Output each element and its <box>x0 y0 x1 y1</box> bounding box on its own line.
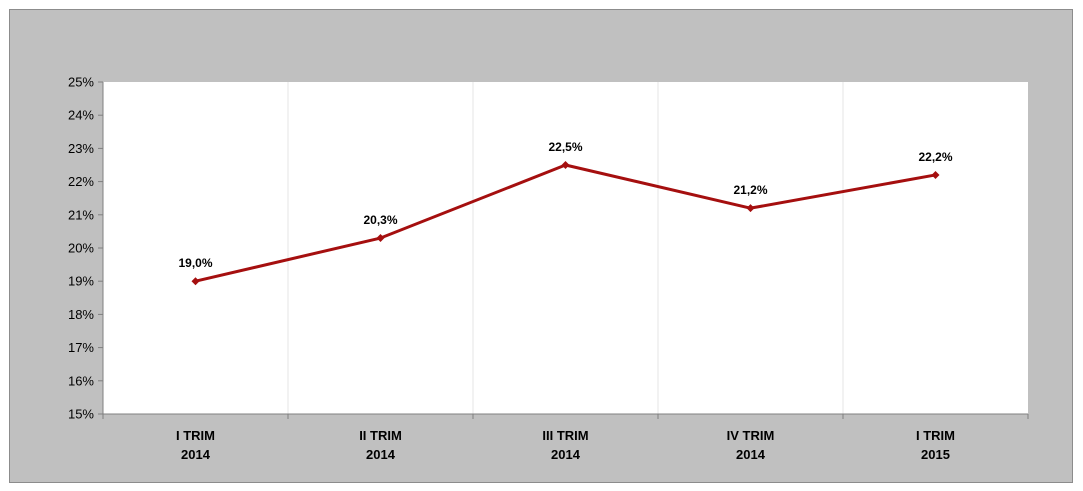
data-label: 22,2% <box>918 150 952 164</box>
y-tick-label: 18% <box>68 307 94 322</box>
x-category-label-line: IV TRIM <box>727 428 775 443</box>
data-label: 22,5% <box>548 140 582 154</box>
data-point-marker <box>561 161 570 169</box>
x-category-label-line: 2014 <box>551 447 581 462</box>
x-category-label: I TRIM 2014 <box>176 428 215 462</box>
x-category-label-line: I TRIM <box>176 428 215 443</box>
y-tick-label: 25% <box>68 75 94 90</box>
series-group <box>191 161 940 286</box>
x-category-label-line: 2015 <box>921 447 950 462</box>
x-category-label: I TRIM 2015 <box>916 428 955 462</box>
x-category-label-line: II TRIM <box>359 428 402 443</box>
data-point-marker <box>746 204 755 213</box>
y-tick-label: 19% <box>68 274 94 289</box>
x-category-label: II TRIM 2014 <box>359 428 402 462</box>
x-category-label-line: 2014 <box>736 447 766 462</box>
y-axis-tick-labels: 15% 16% 17% 18% 19% 20% 21% 22% 23% 24% 25% <box>68 75 94 422</box>
data-point-marker <box>931 170 940 179</box>
data-label: 21,2% <box>733 183 767 197</box>
plot-area <box>103 82 1028 414</box>
grid-lines <box>287 82 844 414</box>
y-tick-label: 21% <box>68 207 94 222</box>
x-category-label-line: 2014 <box>366 447 396 462</box>
y-tick-label: 23% <box>68 141 94 156</box>
data-label: 19,0% <box>178 256 212 270</box>
y-tick-label: 24% <box>68 108 94 123</box>
data-point-marker <box>191 277 200 286</box>
data-labels: 19,0% 20,3% 22,5% 21,2% 22,2% <box>178 140 952 270</box>
x-category-label: III TRIM 2014 <box>542 428 588 462</box>
x-category-label-line: 2014 <box>181 447 211 462</box>
x-category-label: IV TRIM 2014 <box>727 428 775 462</box>
x-category-label-line: I TRIM <box>916 428 955 443</box>
y-tick-label: 15% <box>68 407 94 422</box>
y-tick-label: 22% <box>68 174 94 189</box>
data-point-marker <box>376 234 385 243</box>
y-tick-label: 20% <box>68 241 94 256</box>
y-tick-label: 17% <box>68 340 94 355</box>
y-tick-label: 16% <box>68 373 94 388</box>
axes <box>98 81 1029 419</box>
data-label: 20,3% <box>363 213 397 227</box>
x-category-label-line: III TRIM <box>542 428 588 443</box>
